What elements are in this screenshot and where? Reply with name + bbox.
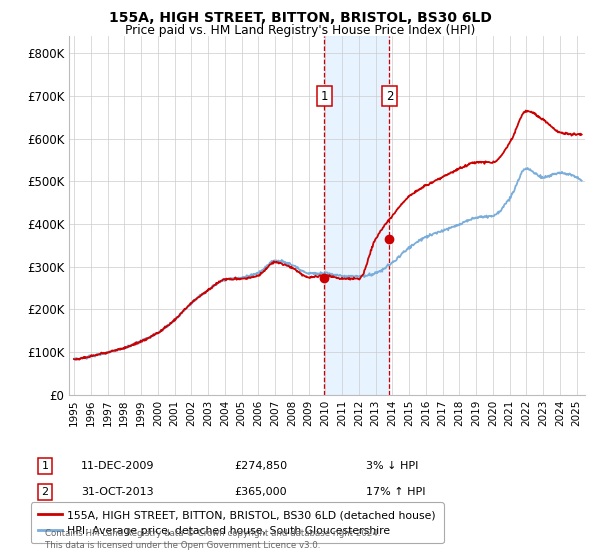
Text: Price paid vs. HM Land Registry's House Price Index (HPI): Price paid vs. HM Land Registry's House … [125,24,475,36]
Text: £365,000: £365,000 [234,487,287,497]
Text: £274,850: £274,850 [234,461,287,471]
Text: 1: 1 [321,90,328,102]
Text: 17% ↑ HPI: 17% ↑ HPI [366,487,425,497]
Text: 2: 2 [41,487,49,497]
Text: 2: 2 [386,90,393,102]
Text: 11-DEC-2009: 11-DEC-2009 [81,461,155,471]
Text: 31-OCT-2013: 31-OCT-2013 [81,487,154,497]
Text: 1: 1 [41,461,49,471]
Text: 3% ↓ HPI: 3% ↓ HPI [366,461,418,471]
Legend: 155A, HIGH STREET, BITTON, BRISTOL, BS30 6LD (detached house), HPI: Average pric: 155A, HIGH STREET, BITTON, BRISTOL, BS30… [31,502,443,543]
Bar [325,36,389,395]
Text: Contains HM Land Registry data © Crown copyright and database right 2024.
This d: Contains HM Land Registry data © Crown c… [45,529,380,550]
Text: 155A, HIGH STREET, BITTON, BRISTOL, BS30 6LD: 155A, HIGH STREET, BITTON, BRISTOL, BS30… [109,11,491,25]
